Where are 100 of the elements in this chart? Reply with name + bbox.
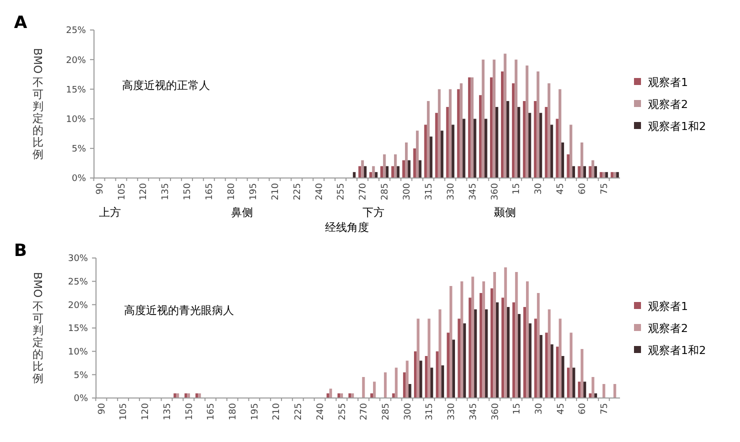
x-tick-label: 255 — [338, 403, 348, 420]
x-tick-label: 240 — [316, 402, 326, 420]
y-tick-label: 5% — [74, 370, 88, 381]
bar — [616, 172, 619, 178]
bar — [562, 356, 564, 398]
legend-label: 观察者1和2 — [648, 120, 706, 133]
bar — [600, 172, 602, 178]
bar — [418, 160, 422, 178]
text: 颞侧 — [494, 206, 516, 219]
bar — [512, 302, 516, 398]
x-tick-label: 135 — [162, 403, 173, 420]
bar — [592, 377, 594, 398]
bar — [468, 77, 471, 178]
bar — [372, 166, 375, 178]
bar — [441, 365, 444, 398]
bar — [452, 340, 455, 398]
bar — [424, 124, 427, 178]
bar — [515, 272, 518, 398]
bar — [493, 272, 496, 398]
bar — [528, 323, 532, 398]
x-tick-label: 180 — [227, 182, 237, 200]
x-tick-label: 315 — [425, 403, 436, 420]
bar — [416, 318, 420, 398]
bar — [414, 351, 417, 398]
x-tick-label: 285 — [380, 183, 391, 200]
bar — [438, 89, 441, 178]
bar — [361, 160, 364, 178]
bar — [545, 332, 548, 398]
bar — [413, 148, 416, 178]
bar — [570, 332, 572, 398]
x-tick-label: 60 — [578, 182, 588, 194]
bar — [558, 318, 562, 398]
y-tick-label: 10% — [68, 347, 88, 358]
bar — [440, 130, 444, 178]
y-tick-label: 20% — [68, 300, 88, 311]
bar — [500, 71, 504, 178]
bar — [501, 298, 504, 398]
chart-title: B — [14, 241, 27, 261]
bar — [174, 393, 176, 398]
y-tick-label: 15% — [68, 324, 88, 334]
bar — [567, 368, 570, 398]
bar — [474, 309, 477, 398]
x-tick-label: 75 — [600, 183, 610, 194]
bar — [408, 384, 412, 398]
bar — [416, 130, 419, 178]
bar — [448, 89, 452, 178]
bar — [548, 83, 550, 178]
bar — [470, 77, 474, 178]
bar — [446, 332, 450, 398]
bar — [496, 302, 499, 398]
bar — [588, 166, 592, 178]
bar — [383, 154, 386, 178]
x-tick-label: 15 — [512, 183, 522, 194]
x-tick-label: 135 — [161, 183, 172, 200]
x-tick-label: 225 — [294, 403, 304, 420]
bar — [463, 323, 466, 398]
legend-label: 观察者1 — [648, 76, 688, 89]
bar — [468, 298, 472, 398]
text: 鼻侧 — [230, 206, 253, 219]
x-tick-label: 165 — [206, 403, 217, 420]
x-tick-label: 270 — [360, 402, 370, 420]
bar — [458, 318, 460, 398]
bar — [419, 360, 422, 398]
x-tick-label: 45 — [556, 403, 566, 414]
bar — [534, 101, 537, 178]
x-tick-label: 150 — [184, 402, 195, 420]
bar — [523, 307, 526, 398]
bar — [540, 335, 542, 398]
x-tick-label: 270 — [358, 182, 369, 200]
y-tick-label: 0% — [74, 394, 88, 404]
x-tick-label: 300 — [403, 402, 414, 420]
bar — [430, 368, 434, 398]
y-tick-label: 0% — [72, 174, 86, 184]
x-tick-label: 60 — [578, 402, 588, 414]
y-tick-label: 5% — [72, 144, 86, 155]
x-tick-label: 240 — [314, 182, 325, 200]
bar — [457, 89, 460, 178]
bar — [518, 314, 521, 398]
x-tick-label: 255 — [336, 183, 347, 200]
bar — [426, 101, 430, 178]
bar — [591, 160, 594, 178]
y-tick-label: 30% — [68, 254, 88, 264]
x-tick-label: 330 — [446, 182, 456, 200]
x-tick-label: 330 — [447, 402, 458, 420]
x-tick-label: 45 — [556, 183, 566, 194]
legend-label: 观察者1 — [648, 300, 688, 313]
x-tick-label: 210 — [270, 182, 281, 200]
bar — [438, 309, 442, 398]
x-tick-label: 90 — [95, 182, 106, 194]
bar — [474, 118, 476, 178]
legend-label: 观察者2 — [648, 322, 688, 335]
bar — [402, 160, 405, 178]
bar — [392, 393, 395, 398]
bar — [404, 142, 408, 178]
bar — [460, 83, 463, 178]
bar — [187, 393, 190, 398]
bar — [424, 356, 428, 398]
x-tick-label: 120 — [139, 182, 150, 200]
x-tick-label: 180 — [228, 402, 238, 420]
bar — [482, 60, 485, 178]
